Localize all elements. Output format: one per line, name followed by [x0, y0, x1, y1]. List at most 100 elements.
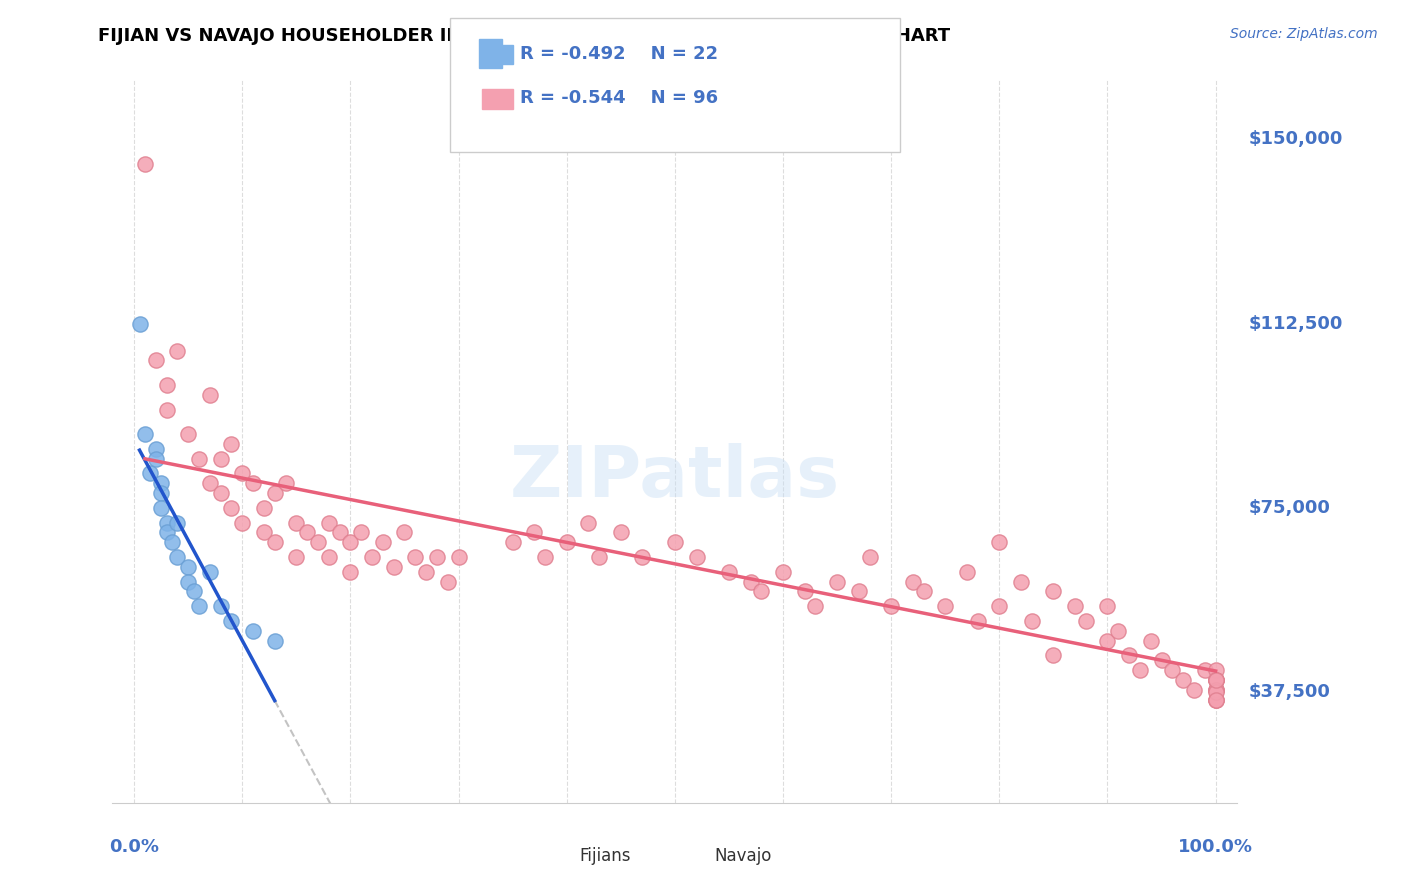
Point: [318, 549, 340, 564]
Point: [231, 467, 253, 481]
Text: R = -0.492    N = 22: R = -0.492 N = 22: [520, 45, 718, 62]
Point: [1205, 673, 1227, 687]
Point: [576, 516, 599, 530]
Point: [988, 535, 1011, 549]
Point: [145, 353, 167, 368]
Point: [610, 525, 633, 540]
Point: [371, 535, 394, 549]
Point: [1161, 663, 1184, 677]
Point: [1205, 692, 1227, 706]
Point: [166, 549, 188, 564]
Point: [361, 549, 384, 564]
Text: ZIPatlas: ZIPatlas: [510, 443, 839, 512]
Point: [848, 584, 870, 599]
Point: [1173, 673, 1195, 687]
Point: [198, 565, 221, 579]
Point: [1097, 599, 1119, 614]
Point: [155, 516, 177, 530]
Point: [242, 624, 264, 638]
Point: [1205, 663, 1227, 677]
Point: [209, 451, 232, 466]
Point: [183, 584, 205, 599]
Point: [793, 584, 815, 599]
Point: [231, 516, 253, 530]
Point: [166, 343, 188, 358]
Point: [858, 549, 880, 564]
Text: Navajo: Navajo: [714, 847, 772, 864]
Text: $37,500: $37,500: [1249, 683, 1330, 701]
Point: [1205, 682, 1227, 697]
Point: [1182, 682, 1205, 697]
Point: [1129, 663, 1152, 677]
Point: [221, 614, 243, 628]
Point: [150, 500, 173, 515]
Point: [177, 427, 200, 442]
Point: [209, 599, 232, 614]
Point: [1064, 599, 1087, 614]
Point: [1205, 692, 1227, 706]
Point: [664, 535, 686, 549]
Point: [1205, 685, 1227, 699]
Point: [295, 525, 318, 540]
Text: $75,000: $75,000: [1249, 499, 1330, 516]
Point: [436, 574, 458, 589]
Point: [139, 467, 162, 481]
Point: [956, 565, 979, 579]
Point: [1118, 648, 1140, 663]
Point: [329, 525, 352, 540]
Point: [150, 476, 173, 491]
Point: [588, 549, 610, 564]
Text: 100.0%: 100.0%: [1178, 838, 1253, 855]
Point: [534, 549, 557, 564]
Point: [447, 549, 470, 564]
Point: [631, 549, 654, 564]
Point: [1205, 682, 1227, 697]
Point: [1205, 682, 1227, 697]
Point: [825, 574, 848, 589]
Point: [160, 535, 183, 549]
Point: [394, 525, 416, 540]
Point: [1021, 614, 1043, 628]
Point: [426, 549, 449, 564]
Point: [1097, 633, 1119, 648]
Point: [242, 476, 264, 491]
Point: [685, 549, 707, 564]
Point: [307, 535, 329, 549]
Point: [198, 388, 221, 402]
Point: [1205, 673, 1227, 687]
Point: [1194, 663, 1216, 677]
Point: [318, 516, 340, 530]
Point: [1205, 673, 1227, 687]
Point: [1042, 648, 1064, 663]
Point: [263, 633, 285, 648]
Point: [285, 516, 308, 530]
Point: [339, 535, 361, 549]
Point: [253, 525, 276, 540]
Point: [145, 442, 167, 456]
Point: [221, 437, 243, 451]
Point: [404, 549, 426, 564]
Text: 0.0%: 0.0%: [110, 838, 159, 855]
Point: [145, 451, 167, 466]
Point: [134, 427, 156, 442]
Point: [128, 317, 150, 331]
Point: [988, 599, 1011, 614]
Point: [523, 525, 546, 540]
Point: [415, 565, 437, 579]
Point: [1042, 584, 1064, 599]
Point: [772, 565, 794, 579]
Point: [966, 614, 988, 628]
Point: [382, 560, 405, 574]
Point: [717, 565, 740, 579]
Point: [198, 476, 221, 491]
Text: Source: ZipAtlas.com: Source: ZipAtlas.com: [1230, 27, 1378, 41]
Point: [221, 500, 243, 515]
Point: [555, 535, 578, 549]
Point: [166, 516, 188, 530]
Point: [1107, 624, 1129, 638]
Point: [155, 402, 177, 417]
Text: Fijians: Fijians: [579, 847, 631, 864]
Point: [751, 584, 773, 599]
Point: [188, 451, 211, 466]
Point: [150, 486, 173, 500]
